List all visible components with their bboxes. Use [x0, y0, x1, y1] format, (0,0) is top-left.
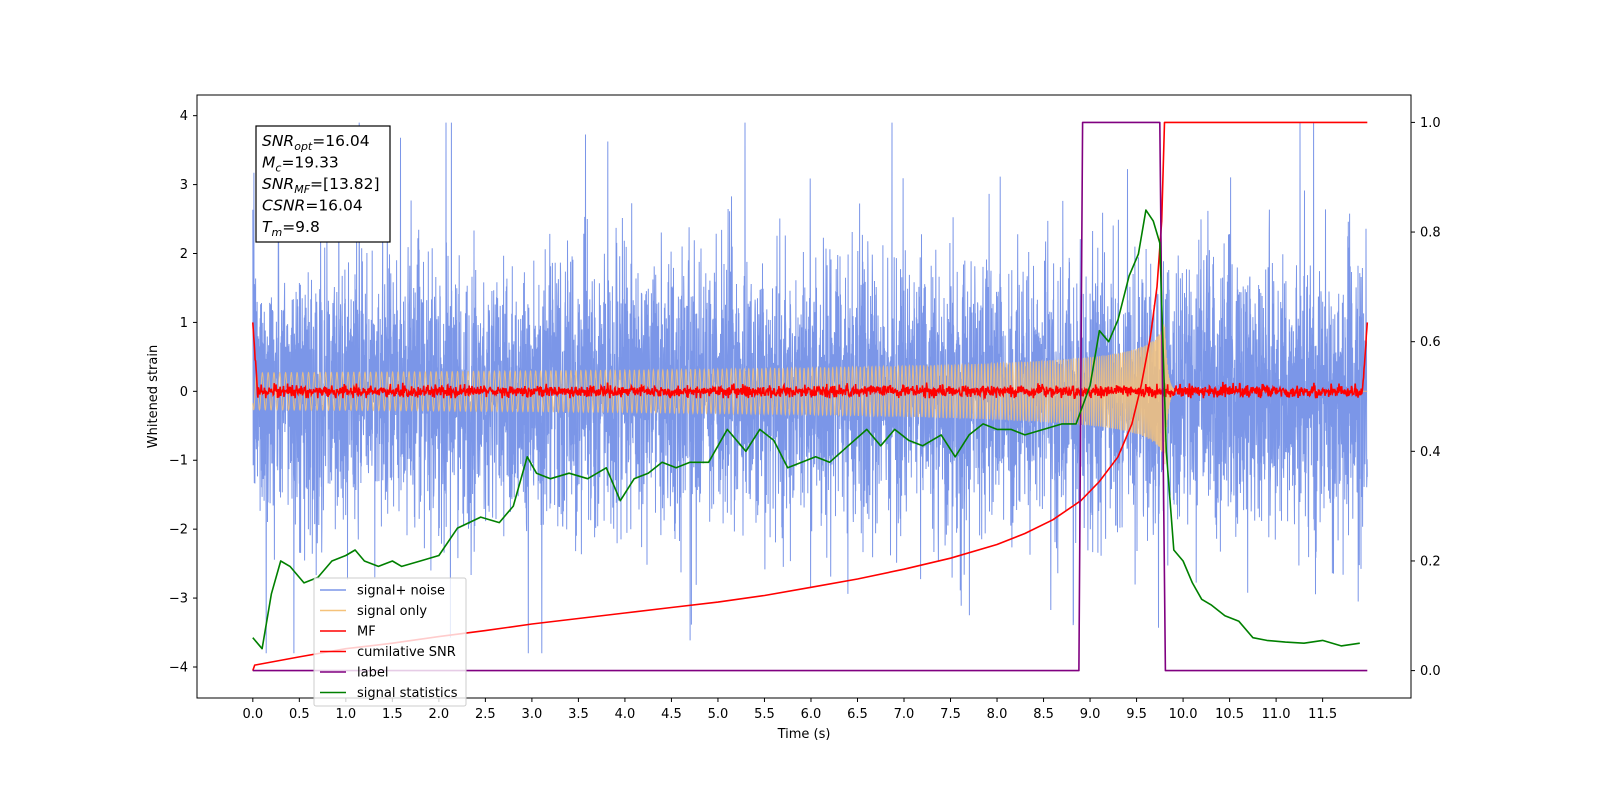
series-signal-noise-line	[252, 122, 1368, 654]
x-tick-label: 1.5	[382, 707, 403, 722]
series-label-line	[252, 121, 1368, 672]
y-tick-label: −4	[169, 660, 188, 675]
x-tick-label: 7.0	[894, 707, 915, 722]
x-tick-label: 11.5	[1308, 707, 1337, 722]
x-tick-label: 3.0	[522, 707, 543, 722]
legend: signal+ noise signal only MF cumilative SNR…	[313, 577, 467, 707]
x-tick-label: 8.5	[1033, 707, 1054, 722]
y-tick-label: 1	[180, 316, 188, 331]
annotation-line: SNRMF=[13.82]	[262, 175, 380, 196]
y-tick-label: −1	[169, 454, 188, 469]
x-tick-label: 0.5	[289, 707, 310, 722]
x-tick-label: 3.5	[568, 707, 589, 722]
annotation-line: Mc=19.33	[262, 154, 339, 175]
annotation-frame	[255, 125, 391, 243]
x-tick-label: 2.5	[475, 707, 496, 722]
legend-label: signal only	[357, 604, 427, 619]
y-right-tick-label: 0.4	[1420, 445, 1441, 460]
y-right-tick-label: 0.6	[1420, 335, 1441, 350]
y-tick-label: 2	[180, 247, 188, 262]
x-axis-label: Time (s)	[777, 727, 831, 742]
y-right-tick-label: 0.2	[1420, 554, 1441, 569]
y-tick-label: 0	[180, 385, 188, 400]
y-tick-label: −3	[169, 592, 188, 607]
y-tick-label: −2	[169, 523, 188, 538]
x-tick-label: 10.5	[1215, 707, 1244, 722]
legend-label: MF	[357, 625, 376, 640]
x-tick-label: 11.0	[1262, 707, 1291, 722]
x-tick-label: 9.0	[1080, 707, 1101, 722]
x-tick-label: 7.5	[940, 707, 961, 722]
x-tick-label: 1.0	[335, 707, 356, 722]
legend-label: cumilative SNR	[357, 645, 456, 660]
x-tick-label: 9.5	[1126, 707, 1147, 722]
x-tick-label: 4.5	[661, 707, 682, 722]
x-tick-label: 4.0	[615, 707, 636, 722]
x-tick-label: 6.0	[801, 707, 822, 722]
x-tick-label: 8.0	[987, 707, 1008, 722]
x-tick-label: 5.0	[708, 707, 729, 722]
x-tick-label: 5.5	[754, 707, 775, 722]
x-axis: 0.0 0.5 1.0 1.5 2.0 2.5 3.0 3.5 4.0 4.5 5.0 5.5 6.0 6…	[242, 698, 1337, 722]
x-tick-label: 2.0	[429, 707, 450, 722]
y-axis-label: Whitened strain	[146, 345, 161, 448]
y-right-tick-label: 0.0	[1420, 664, 1441, 679]
y-tick-label: 4	[180, 109, 188, 124]
annotation-line: Tm=9.8	[262, 218, 320, 239]
series-mf-line	[252, 322, 1369, 401]
x-tick-label: 6.5	[847, 707, 868, 722]
annotation-line: CSNR=16.04	[262, 197, 363, 215]
legend-label: label	[357, 666, 388, 681]
annotation-line: SNRopt=16.04	[262, 132, 370, 153]
legend-frame	[313, 577, 467, 707]
annotation-box: SNRopt=16.04Mc=19.33SNRMF=[13.82]CSNR=16…	[255, 125, 391, 243]
x-tick-label: 10.0	[1169, 707, 1198, 722]
legend-label: signal+ noise	[357, 584, 445, 599]
x-tick-label: 0.0	[242, 707, 263, 722]
series-signal-statistics-line	[252, 209, 1360, 650]
y-axis-right: 1.0 0.8 0.6 0.4 0.2 0.0	[1411, 116, 1441, 679]
y-right-tick-label: 0.8	[1420, 226, 1441, 241]
axes-frame	[196, 94, 1412, 699]
legend-label: signal statistics	[357, 686, 458, 701]
y-tick-label: 3	[180, 178, 188, 193]
y-right-tick-label: 1.0	[1420, 116, 1441, 131]
y-axis-left: 4 3 2 1 0 −1 −2 −3 −4	[169, 109, 197, 675]
